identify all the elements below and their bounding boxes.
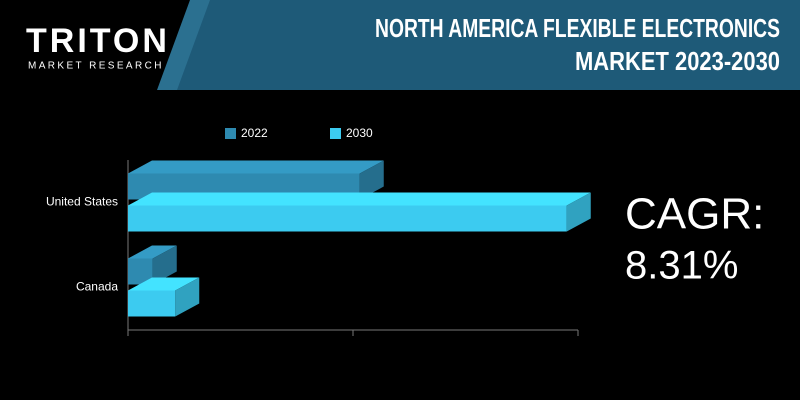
bar-front: [128, 290, 176, 317]
bar-top: [128, 277, 200, 291]
legend-label: 2022: [241, 126, 268, 140]
bar-side: [566, 192, 591, 232]
logo-name: TRITON: [26, 22, 170, 60]
bar-front: [128, 205, 567, 232]
bar-side: [175, 277, 200, 317]
logo-tagline: MARKET RESEARCH: [28, 61, 164, 72]
y-tick-label: United States: [46, 195, 118, 209]
bar-side: [359, 160, 384, 200]
bar-top: [128, 192, 591, 206]
legend-label: 2030: [346, 126, 373, 140]
legend-swatch: [330, 128, 341, 139]
bar-top: [128, 245, 177, 259]
header-band: [172, 0, 800, 90]
bar: [128, 277, 200, 317]
y-tick-label: Canada: [76, 280, 118, 294]
bar: [128, 192, 591, 232]
chart-title: NORTH AMERICA FLEXIBLE ELECTRONICS: [375, 13, 780, 43]
bar-top: [128, 160, 384, 174]
chart-title: MARKET 2023-2030: [575, 46, 780, 76]
cagr-label: CAGR:: [625, 190, 764, 239]
bar-side: [152, 245, 177, 285]
cagr-value: 8.31%: [625, 244, 738, 288]
legend-swatch: [225, 128, 236, 139]
header-accent: [157, 0, 210, 90]
